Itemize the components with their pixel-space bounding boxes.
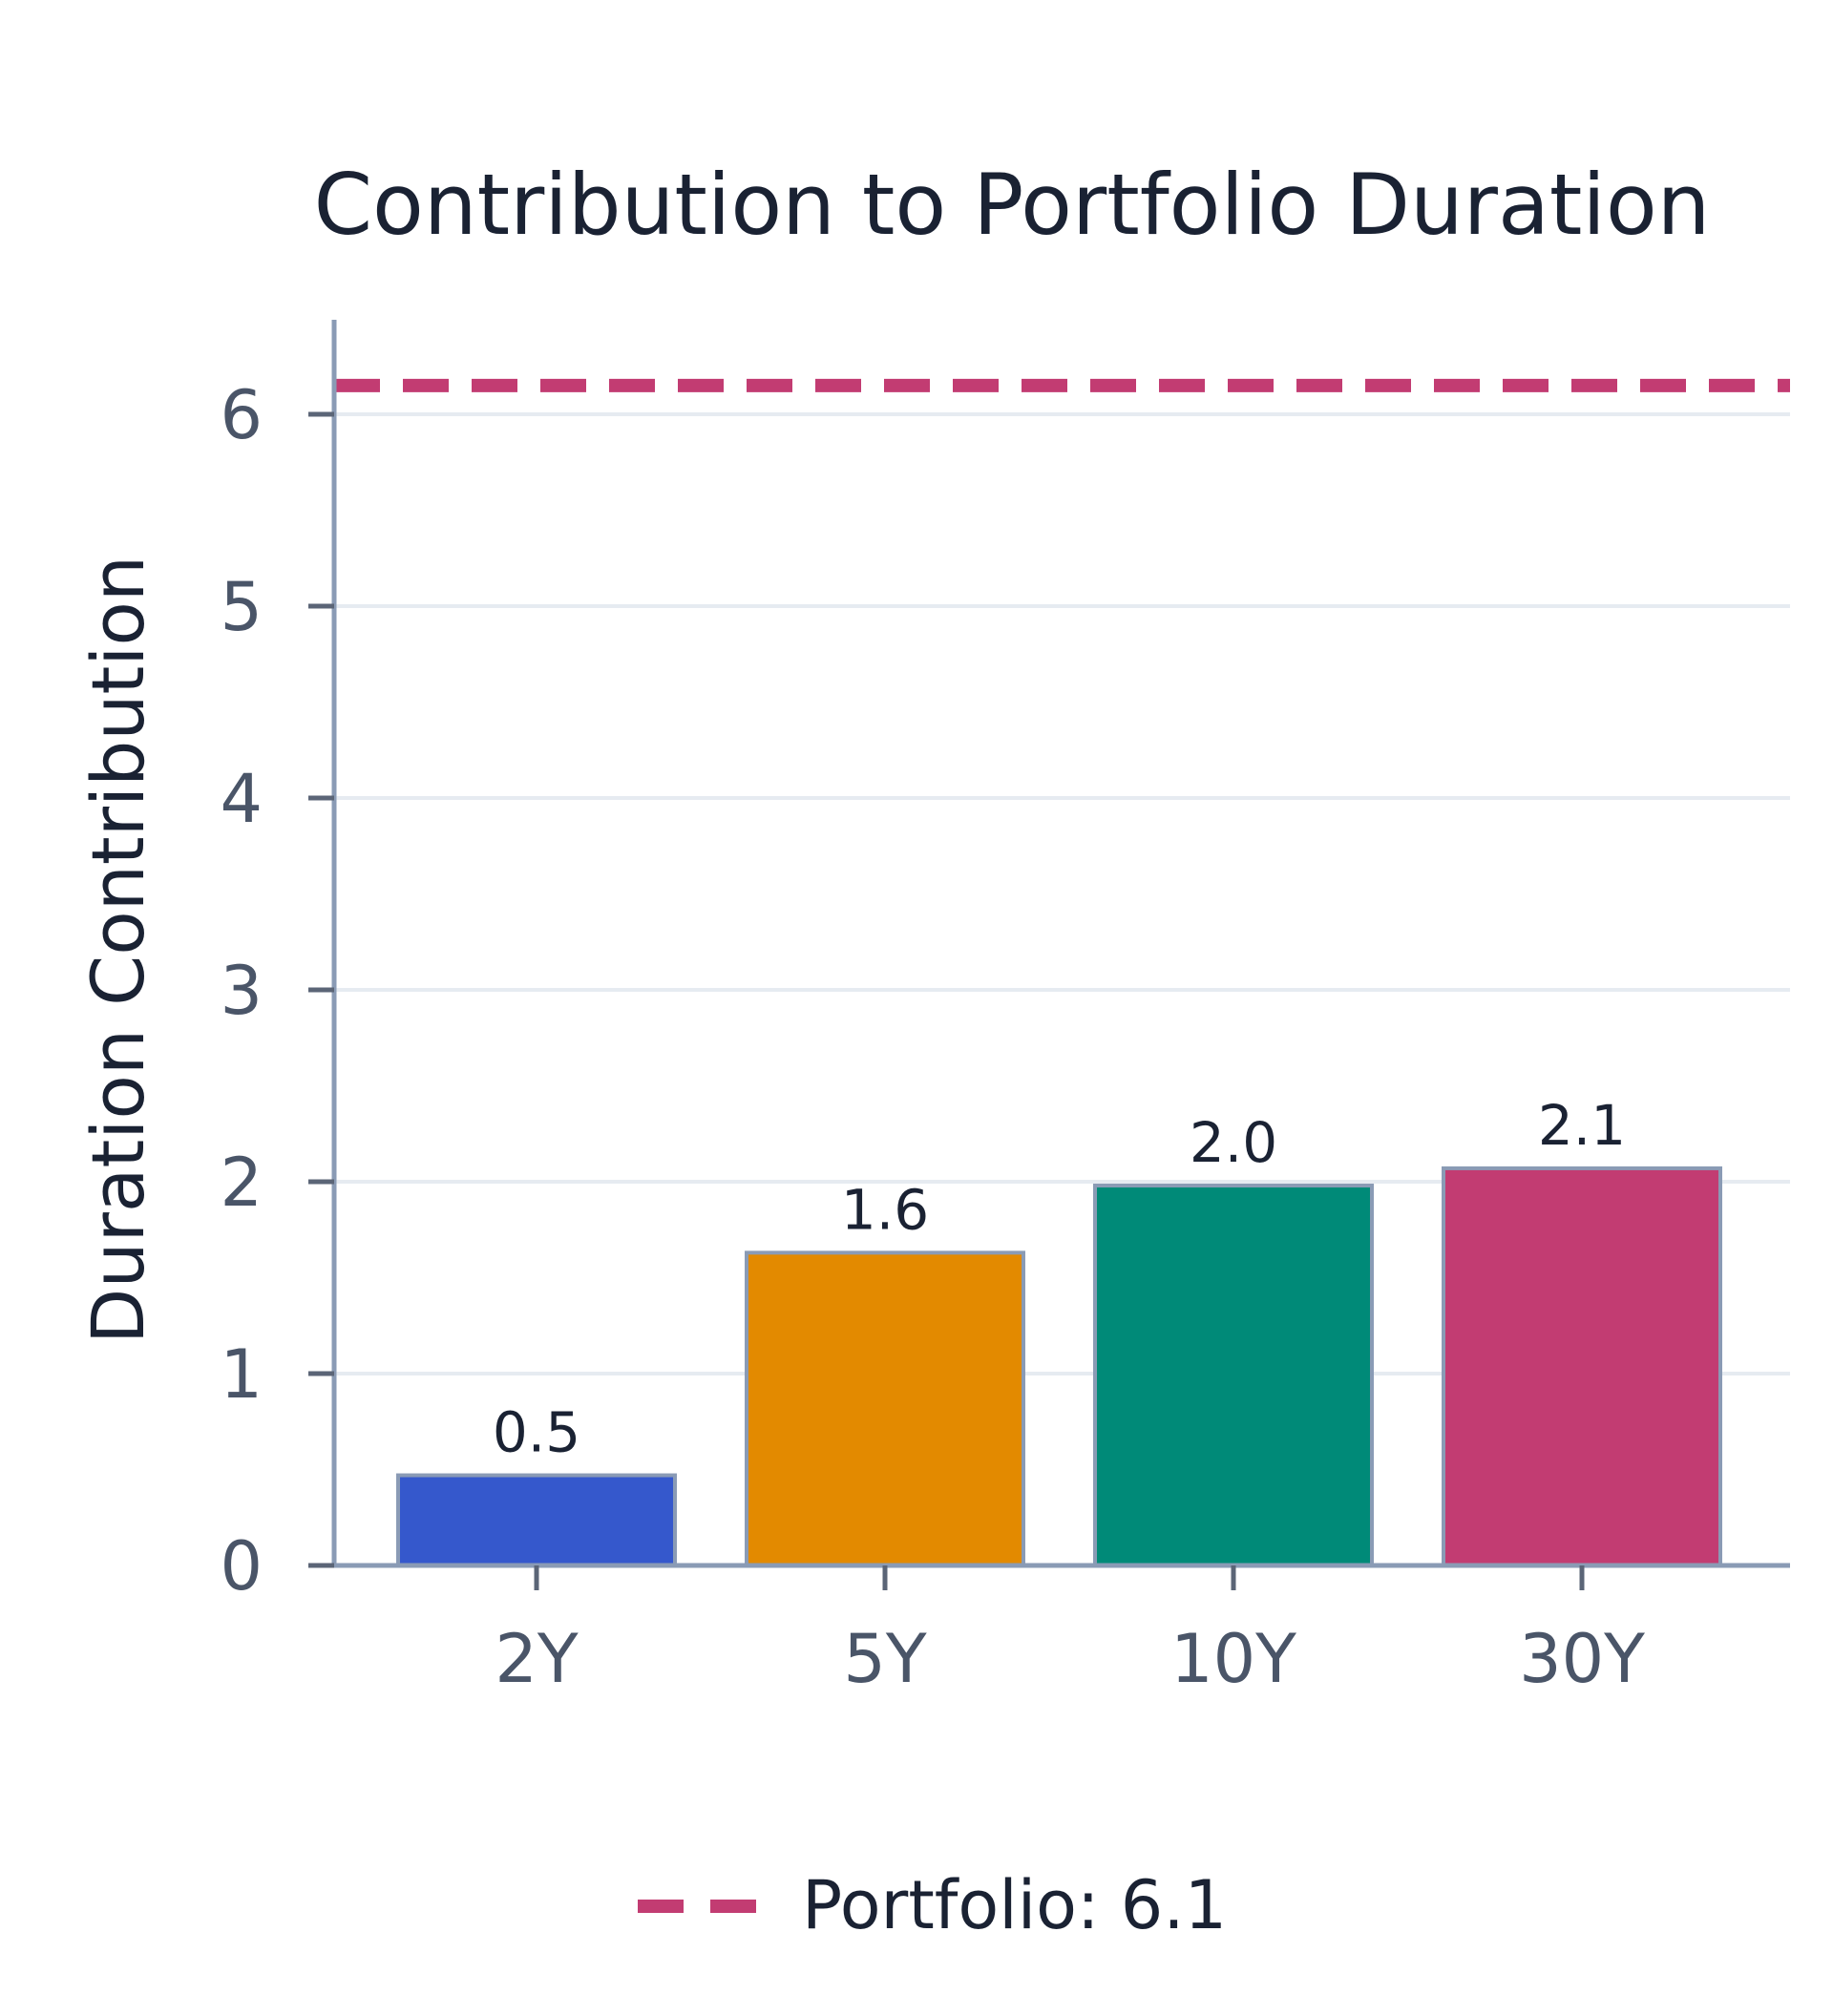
bar-30Y [1442,1166,1722,1568]
x-tick-label-30Y: 30Y [1519,1620,1645,1698]
chart-title: Contribution to Portfolio Duration [314,156,1711,254]
data-label-2Y: 0.5 [493,1400,580,1465]
axes [331,320,1790,1568]
data-labels: 0.5 1.6 2.0 2.1 [493,1093,1626,1465]
y-axis-label: Duration Contribution [75,556,160,1344]
data-label-10Y: 2.0 [1190,1110,1277,1175]
data-label-30Y: 2.1 [1538,1093,1626,1158]
x-tick-label-2Y: 2Y [495,1620,579,1698]
bar-10Y [1093,1184,1374,1568]
x-ticks: 2Y 5Y 10Y 30Y [495,1565,1645,1698]
y-tick-label-4: 4 [220,760,263,838]
y-tick-label-1: 1 [220,1335,263,1414]
y-tick-label-6: 6 [220,376,263,454]
y-ticks: 0 1 2 3 4 5 6 [220,376,334,1606]
y-tick-label-5: 5 [220,568,263,646]
bars [396,1166,1722,1568]
legend: Portfolio: 6.1 [638,1866,1227,1944]
y-tick-label-3: 3 [220,952,263,1030]
bar-2Y [396,1473,677,1568]
y-tick-label-2: 2 [220,1144,263,1222]
y-tick-label-0: 0 [220,1527,263,1606]
data-label-5Y: 1.6 [841,1177,929,1242]
x-tick-label-10Y: 10Y [1170,1620,1296,1698]
legend-label-portfolio: Portfolio: 6.1 [802,1866,1227,1944]
x-tick-label-5Y: 5Y [843,1620,927,1698]
bar-5Y [745,1250,1025,1567]
